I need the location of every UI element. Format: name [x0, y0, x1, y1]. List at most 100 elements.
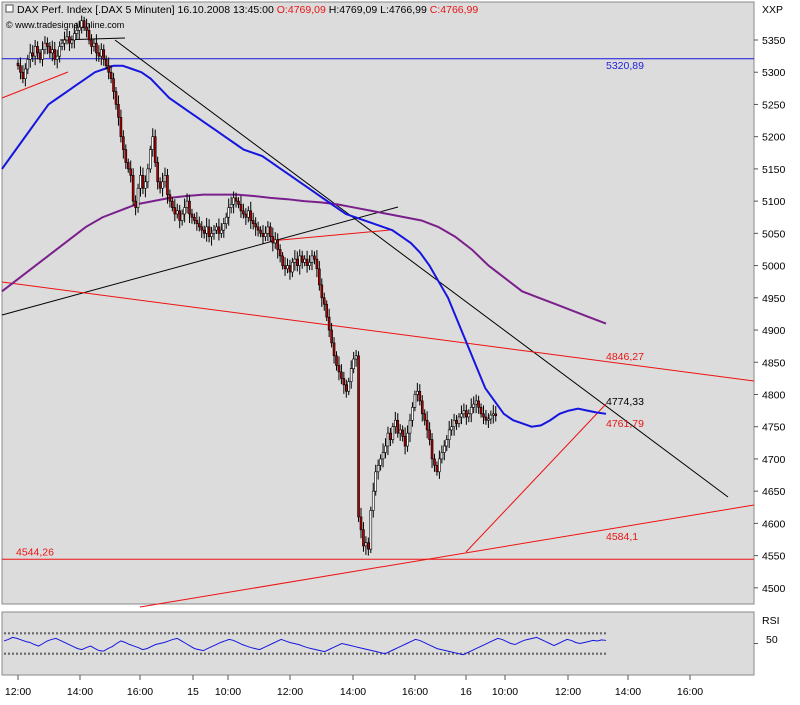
- candle-body: [55, 55, 59, 60]
- time-tick-label: 10:00: [492, 686, 518, 698]
- candle-body: [418, 390, 422, 402]
- candle-body: [237, 200, 240, 205]
- candle-body: [210, 233, 213, 237]
- price-annotation-label: 4846,27: [606, 351, 644, 363]
- level-label-4544: 4544,26: [16, 546, 54, 558]
- candle-body: [119, 117, 123, 137]
- candle-body: [102, 49, 106, 60]
- price-tick-label: 5050: [762, 228, 786, 240]
- candle-body: [435, 465, 439, 473]
- rsi-plot-area[interactable]: [1, 611, 755, 676]
- candle-body: [207, 226, 211, 237]
- price-plot-area: [1, 1, 755, 605]
- candle-body: [254, 223, 257, 228]
- candle-body: [229, 204, 233, 208]
- candle-body: [433, 458, 436, 466]
- candle-body: [479, 407, 483, 415]
- price-tick-label: 4750: [762, 422, 786, 434]
- candle-body: [337, 365, 341, 373]
- header-checkbox-icon[interactable]: [5, 4, 14, 13]
- time-tick-label: 14:00: [67, 686, 93, 698]
- candle-body: [359, 516, 363, 531]
- candle-body: [261, 233, 265, 237]
- candle-body: [200, 226, 204, 231]
- candle-body: [222, 223, 226, 231]
- candle-body: [344, 384, 348, 392]
- candle-body: [335, 355, 338, 366]
- candle-body: [239, 204, 243, 212]
- rsi-line: [3, 636, 607, 656]
- candle-body: [183, 207, 186, 215]
- candle-body: [80, 20, 83, 28]
- candle-body: [259, 229, 262, 234]
- candle-body: [295, 258, 299, 266]
- candle-body: [320, 284, 324, 299]
- candle-body: [362, 529, 365, 547]
- time-tick-label: 16:00: [402, 686, 428, 698]
- candle-body: [318, 268, 321, 286]
- candle-body: [193, 216, 196, 221]
- time-tick-label: 14:00: [615, 686, 641, 698]
- candle-body: [205, 226, 208, 234]
- candle-body: [153, 136, 157, 163]
- candle-body: [469, 407, 473, 415]
- trendline: [59, 37, 126, 41]
- candle-body: [315, 258, 319, 270]
- candle-body: [141, 175, 145, 189]
- candle-body: [403, 436, 407, 447]
- candle-body: [247, 210, 250, 218]
- candle-body: [77, 26, 81, 31]
- candle-body: [442, 445, 446, 453]
- price-tick-label: 5000: [762, 261, 786, 273]
- time-tick-label: 16:00: [677, 686, 703, 698]
- price-tick-label: 4600: [762, 518, 786, 530]
- candle-body: [391, 426, 395, 440]
- candle-body: [122, 136, 125, 150]
- candle-body: [364, 542, 368, 547]
- candle-body: [367, 542, 370, 550]
- candle-body: [65, 36, 69, 41]
- price-axis: 4500 4550 4600 4650 4700 4750 4800 4850 4900 4950…: [754, 35, 786, 595]
- level-label-5320: 5320,89: [606, 60, 644, 72]
- time-tick-label: 12:00: [555, 686, 581, 698]
- time-tick-label: 10:00: [215, 686, 241, 698]
- candle-body: [489, 414, 493, 420]
- candle-body: [411, 407, 414, 421]
- candle-body: [477, 400, 480, 408]
- candle-body: [310, 255, 314, 263]
- candle-body: [144, 181, 147, 189]
- candle-body: [97, 52, 101, 57]
- candle-body: [158, 181, 162, 189]
- candle-body: [134, 200, 137, 208]
- candle-body: [450, 426, 453, 431]
- candle-body: [21, 71, 25, 79]
- header-instrument: DAX Perf. Index [.DAX 5 Minuten] 16.10.2…: [17, 4, 478, 16]
- price-tick-label: 5100: [762, 196, 786, 208]
- candle-body: [185, 200, 189, 208]
- candle-body: [425, 419, 429, 431]
- header-source: © www.tradesignalonline.com: [6, 20, 124, 30]
- candle-body: [92, 42, 96, 47]
- candle-body: [330, 329, 333, 344]
- trendline: [465, 403, 607, 553]
- candle-body: [300, 255, 304, 263]
- candle-body: [474, 400, 478, 405]
- candle-body: [131, 175, 135, 202]
- candle-body: [46, 42, 49, 47]
- candle-body: [50, 49, 54, 54]
- candle-body: [166, 175, 169, 195]
- candle-body: [68, 36, 71, 44]
- candle-body: [269, 226, 272, 237]
- candle-body: [251, 220, 255, 224]
- candle-body: [401, 429, 404, 437]
- candle-body: [472, 403, 476, 408]
- price-tick-label: 5150: [762, 164, 786, 176]
- candle-body: [384, 445, 387, 453]
- ma-fast-line: [1, 64, 607, 428]
- time-tick-label: 14:00: [340, 686, 366, 698]
- candle-body: [408, 419, 412, 434]
- candle-body: [60, 42, 64, 47]
- candle-body: [393, 419, 397, 428]
